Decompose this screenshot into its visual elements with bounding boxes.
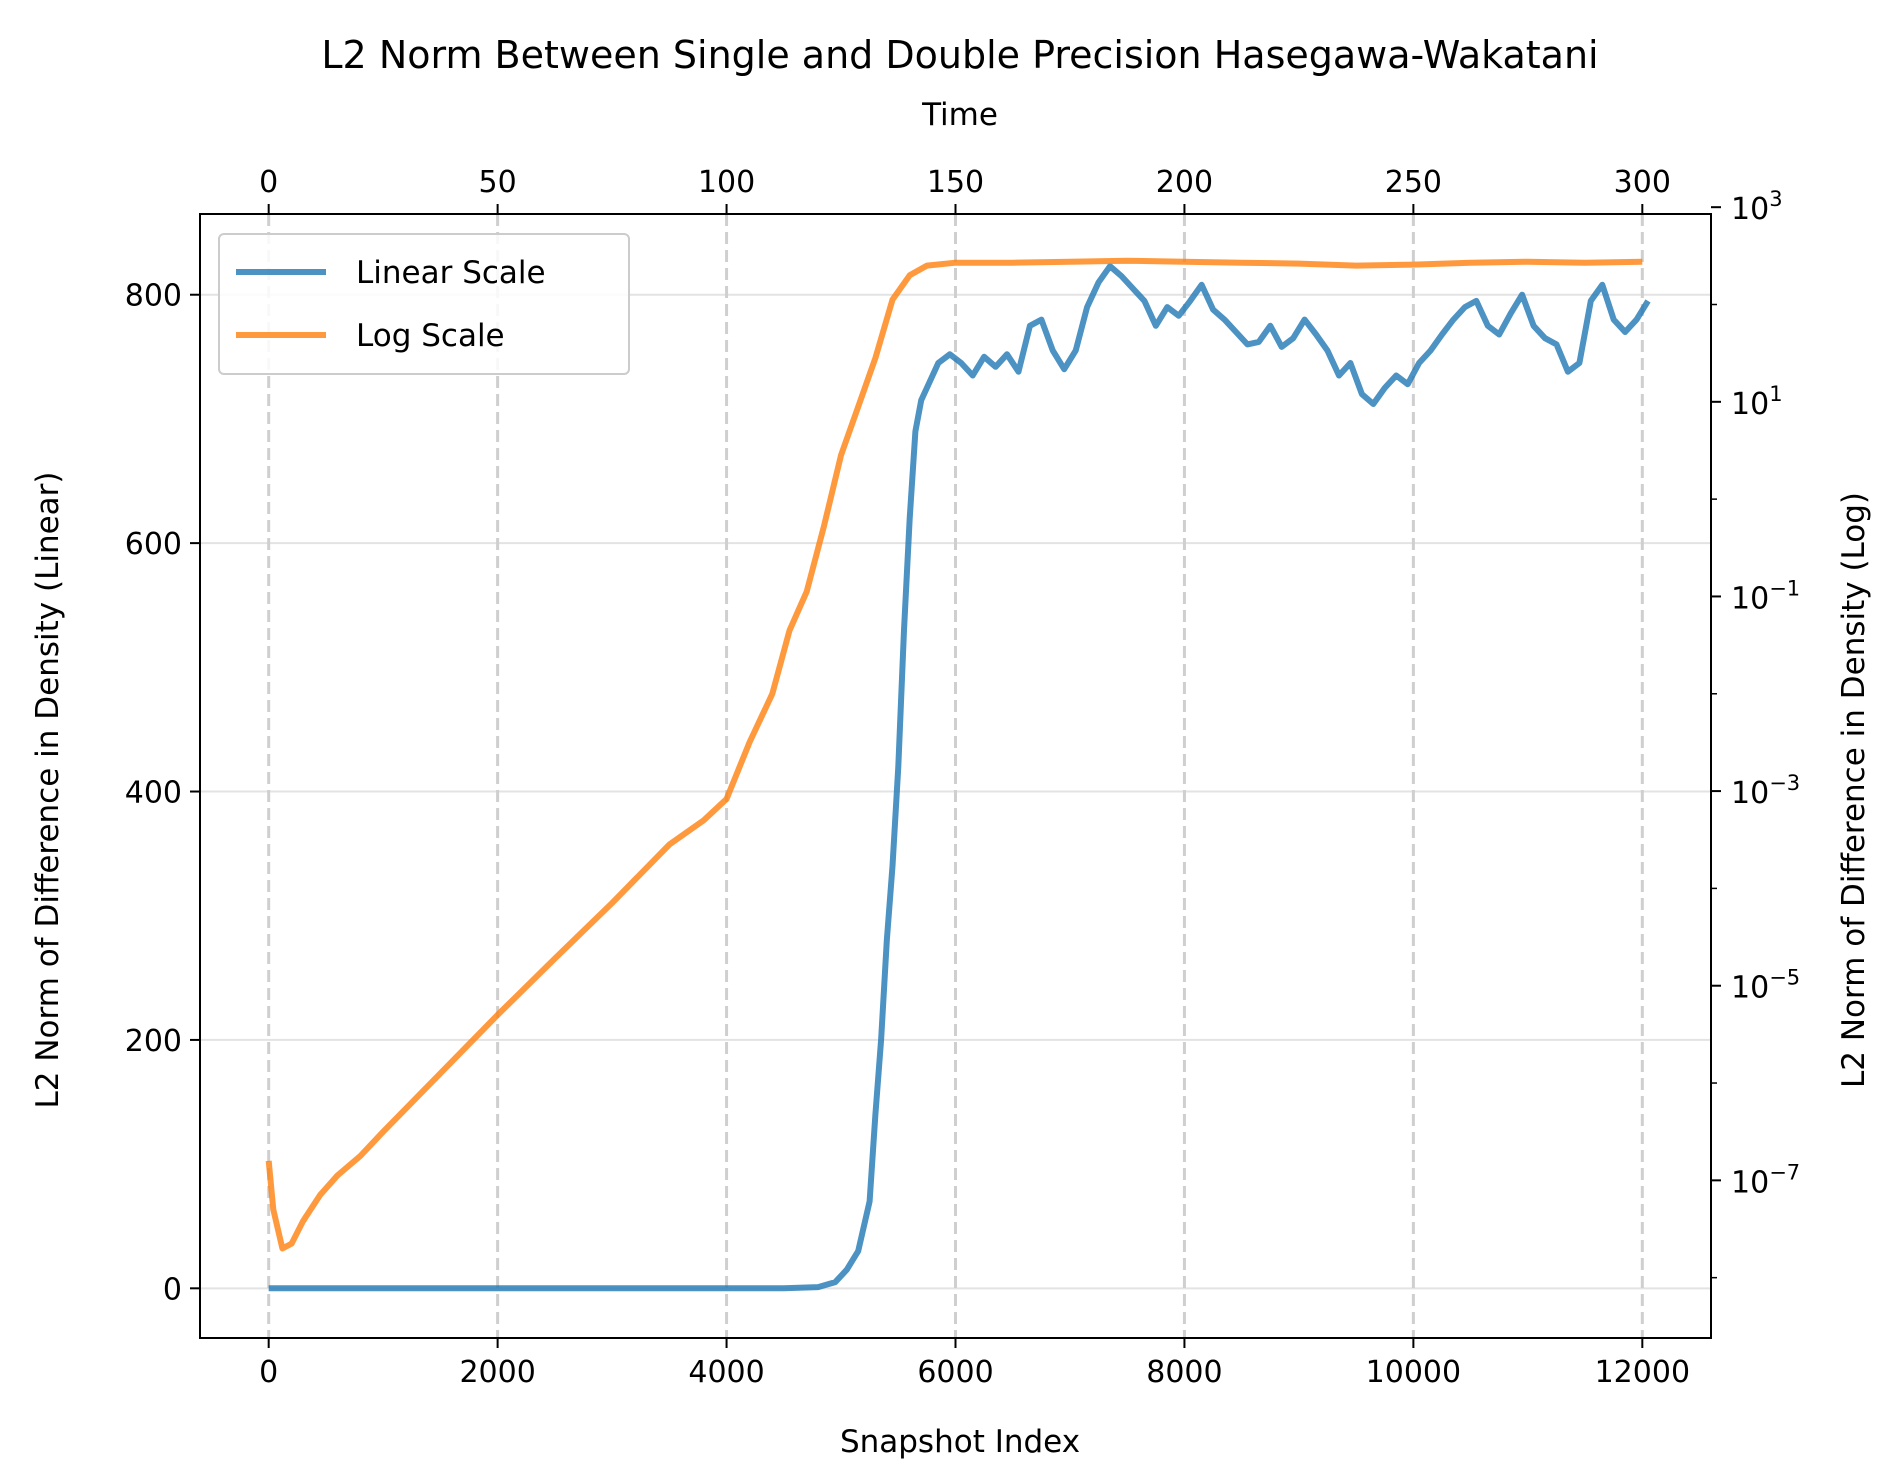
- x-tick-label: 0: [259, 1355, 278, 1390]
- x-tick-label: 2000: [459, 1355, 535, 1390]
- top-tick-label: 150: [927, 165, 984, 200]
- y-tick-label-left: 200: [125, 1024, 182, 1059]
- grid: [200, 214, 1711, 1338]
- y-axis-title-right: L2 Norm of Difference in Density (Log): [1836, 492, 1872, 1088]
- y-tick-label-right: 10−1: [1731, 576, 1800, 616]
- series-line-log: [265, 257, 1643, 1252]
- chart-title: L2 Norm Between Single and Double Precis…: [321, 33, 1598, 77]
- y-tick-label-left: 400: [125, 776, 182, 811]
- top-tick-label: 200: [1156, 165, 1213, 200]
- y-axis-title-left: L2 Norm of Difference in Density (Linear…: [30, 471, 66, 1108]
- x-tick-label: 10000: [1366, 1355, 1461, 1390]
- y-tick-label-right: 101: [1731, 382, 1783, 422]
- top-tick-label: 100: [698, 165, 755, 200]
- x-tick-label: 12000: [1595, 1355, 1690, 1390]
- legend-label-log: Log Scale: [356, 318, 505, 354]
- x-tick-label: 4000: [688, 1355, 764, 1390]
- x-tick-label: 6000: [917, 1355, 993, 1390]
- legend-label-linear: Linear Scale: [356, 255, 546, 291]
- y-tick-label-right: 10−7: [1731, 1160, 1800, 1200]
- top-tick-label: 0: [259, 165, 278, 200]
- top-tick-label: 250: [1385, 165, 1442, 200]
- series-line-linear: [268, 263, 1651, 1292]
- y-tick-label-right: 10−5: [1731, 966, 1800, 1006]
- y-tick-label-right: 103: [1731, 187, 1783, 227]
- y-tick-label-left: 800: [125, 279, 182, 314]
- y-tick-label-left: 600: [125, 527, 182, 562]
- plot-frame: [199, 213, 1712, 1339]
- top-axis-title: Time: [921, 97, 998, 133]
- y-tick-label-right: 10−3: [1731, 771, 1800, 811]
- top-tick-label: 300: [1614, 165, 1671, 200]
- plot-lines: [265, 257, 1651, 1292]
- y-tick-label-left: 0: [163, 1272, 182, 1307]
- x-tick-label: 8000: [1146, 1355, 1222, 1390]
- top-tick-label: 50: [479, 165, 517, 200]
- legend: Linear Scale Log Scale: [218, 233, 630, 375]
- x-axis-title: Snapshot Index: [840, 1424, 1080, 1460]
